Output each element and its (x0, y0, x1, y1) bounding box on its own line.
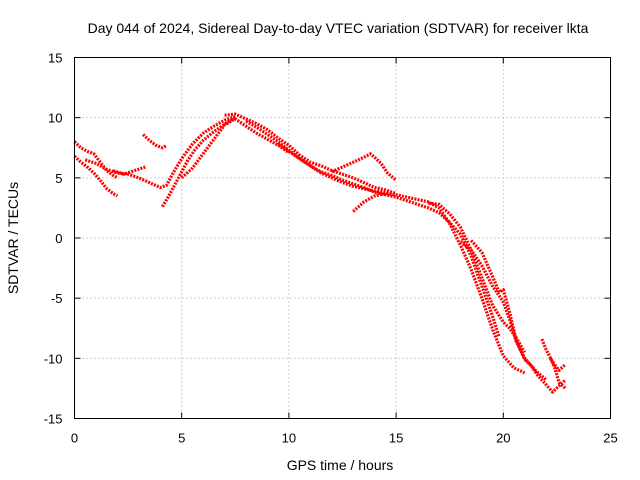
x-tick-label: 25 (603, 431, 617, 446)
series-arc-8 (224, 112, 397, 196)
series-arc-2 (73, 155, 119, 198)
y-tick-label: 10 (48, 111, 62, 126)
y-tick-label: 0 (55, 231, 62, 246)
x-tick-label: 10 (282, 431, 296, 446)
series-arc-5 (142, 133, 168, 150)
series-arc-7 (180, 117, 290, 179)
y-tick-label: -10 (44, 351, 63, 366)
series-arc-10 (277, 142, 501, 338)
series-arc-11 (331, 152, 398, 182)
ticks (74, 57, 611, 419)
series-arc-14 (459, 240, 548, 382)
series-arc-12 (352, 191, 526, 375)
y-axis-label: SDTVAR / TECUs (5, 182, 21, 294)
series-arc-16 (540, 338, 567, 372)
x-axis-label: GPS time / hours (287, 457, 394, 473)
series-arc-15 (469, 239, 567, 394)
x-tick-label: 0 (71, 431, 78, 446)
series-arc-6 (161, 116, 237, 208)
series-arc-1 (73, 140, 119, 180)
series-arc-13 (428, 201, 527, 354)
y-tick-label: 5 (55, 171, 62, 186)
series-arc-17 (549, 357, 567, 390)
x-tick-label: 5 (178, 431, 185, 446)
chart-title: Day 044 of 2024, Sidereal Day-to-day VTE… (88, 20, 589, 36)
grid (74, 57, 611, 419)
y-tick-label: -15 (44, 412, 63, 427)
y-tick-label: 15 (48, 51, 62, 66)
x-tick-label: 20 (496, 431, 510, 446)
series-arc-3 (84, 114, 236, 190)
data-layer (73, 112, 567, 394)
series-arc-4 (112, 165, 146, 176)
tick-labels: 0 5 10 15 20 25 -15 -10 -5 0 5 10 15 (44, 51, 618, 446)
x-tick-label: 15 (389, 431, 403, 446)
y-tick-label: -5 (51, 291, 63, 306)
